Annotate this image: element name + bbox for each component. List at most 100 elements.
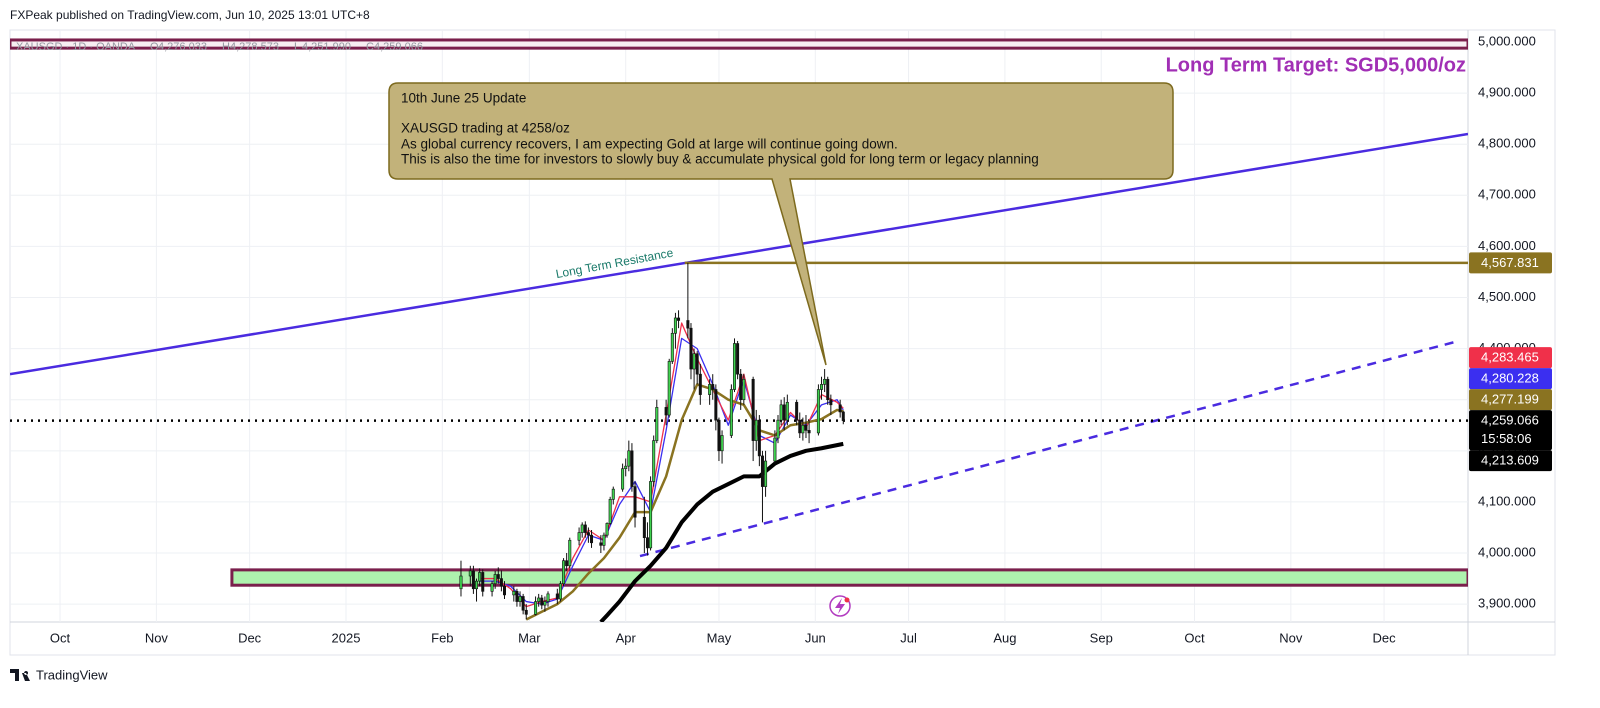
y-tick-label: 5,000.000	[1478, 33, 1536, 48]
candle-body	[543, 601, 547, 606]
price-tag	[1469, 347, 1552, 369]
ohlc-key: C	[366, 41, 374, 53]
y-tick-label: 4,500.000	[1478, 289, 1536, 304]
plot-area	[10, 38, 1468, 622]
axes: 3,900.0004,000.0004,100.0004,200.0004,30…	[50, 33, 1552, 645]
candle-body	[586, 532, 590, 536]
candle-body	[471, 570, 475, 590]
x-tick-label: Apr	[616, 630, 637, 645]
candle-body	[785, 401, 789, 421]
ohlc-legend: XAUSGD · 1D · OANDA O 4,276.033 H 4,278.573…	[16, 41, 423, 53]
candle-body	[493, 574, 497, 584]
candle-body	[677, 317, 681, 321]
candle-body	[782, 404, 786, 421]
candle-body	[779, 404, 783, 421]
moving-average	[599, 441, 844, 622]
price-countdown: 15:58:06	[1481, 431, 1532, 446]
candle-body	[670, 332, 674, 362]
x-tick-label: Dec	[1373, 630, 1397, 645]
candle-body	[481, 572, 485, 592]
y-tick-label: 4,900.000	[1478, 85, 1536, 100]
brand-logo	[10, 669, 30, 681]
y-tick-label: 3,900.000	[1478, 596, 1536, 611]
x-tick-label: Jun	[805, 630, 826, 645]
x-tick-label: May	[707, 630, 732, 645]
candle-body	[652, 440, 656, 482]
ohlc-value: 4,278.573	[230, 41, 279, 53]
candle-body	[742, 378, 746, 401]
price-tag-label: 4,277.199	[1481, 392, 1539, 407]
candle-body	[608, 499, 612, 524]
moving-average	[479, 337, 844, 605]
callout-line: XAUSGD trading at 4258/oz	[401, 121, 570, 136]
price-tag-label: 4,213.609	[1481, 453, 1539, 468]
ohlc-key: O	[150, 41, 159, 53]
candle-body	[515, 591, 519, 602]
candle-body	[512, 591, 516, 596]
candle-body	[816, 389, 820, 434]
x-tick-label: Dec	[238, 630, 262, 645]
candle-body	[611, 488, 615, 500]
price-tag-label: 4,280.228	[1481, 371, 1539, 386]
candle-body	[798, 419, 802, 434]
candle-body	[739, 373, 743, 401]
candle-body	[534, 601, 538, 615]
callout-line: As global currency recovers, I am expect…	[401, 137, 898, 152]
candle-body	[546, 593, 550, 602]
brand: TradingView	[10, 667, 108, 682]
candle-body	[692, 353, 696, 370]
x-tick-label: Oct	[50, 630, 71, 645]
candle-body	[590, 534, 594, 544]
candle-body	[820, 384, 824, 390]
candle-body	[475, 580, 479, 590]
publisher-line: FXPeak published on TradingView.com, Jun…	[10, 8, 370, 22]
candle-body	[795, 401, 799, 421]
candle-body	[583, 524, 587, 533]
candle-body	[664, 407, 668, 416]
ohlc-key: H	[222, 41, 230, 53]
candle-body	[826, 378, 830, 401]
candle-body	[555, 593, 559, 600]
ohlc-key: L	[294, 41, 300, 53]
candle-body	[577, 532, 581, 541]
candle-body	[667, 361, 671, 416]
price-tag	[1469, 368, 1552, 390]
x-tick-label: 2025	[332, 630, 361, 645]
candle-body	[521, 596, 525, 611]
callout: 10th June 25 Update XAUSGD trading at 42…	[388, 82, 1174, 366]
x-tick-label: Nov	[145, 630, 169, 645]
candle-body	[518, 596, 522, 602]
y-tick-label: 4,100.000	[1478, 493, 1536, 508]
x-tick-label: Sep	[1090, 630, 1113, 645]
candle-body	[804, 424, 808, 431]
candle-body	[773, 437, 777, 462]
moving-average	[525, 383, 844, 621]
candle-body	[714, 389, 718, 421]
target-label: Long Term Target: SGD5,000/oz	[1166, 54, 1466, 76]
candle-body	[764, 460, 768, 487]
callout-box	[388, 82, 1174, 366]
candle-body	[829, 399, 833, 406]
zone	[230, 568, 1468, 587]
zone	[10, 38, 1468, 50]
ohlc-value: 4,259.066	[374, 41, 423, 53]
candle-body	[689, 327, 693, 370]
candle-body	[823, 378, 827, 385]
candle-body	[673, 317, 677, 334]
candle-body	[605, 523, 609, 536]
x-tick-label: Feb	[431, 630, 453, 645]
candle-body	[602, 534, 606, 546]
candle-body	[695, 353, 699, 375]
candle-body	[524, 609, 528, 615]
candle-body	[698, 373, 702, 395]
x-tick-label: Aug	[993, 630, 1016, 645]
candle-body	[754, 419, 758, 441]
y-tick-label: 4,600.000	[1478, 238, 1536, 253]
candle-body	[708, 384, 712, 395]
candle-body	[776, 419, 780, 439]
candle-body	[624, 465, 628, 469]
callout-title: 10th June 25 Update	[401, 91, 526, 106]
candle-body	[807, 430, 811, 434]
